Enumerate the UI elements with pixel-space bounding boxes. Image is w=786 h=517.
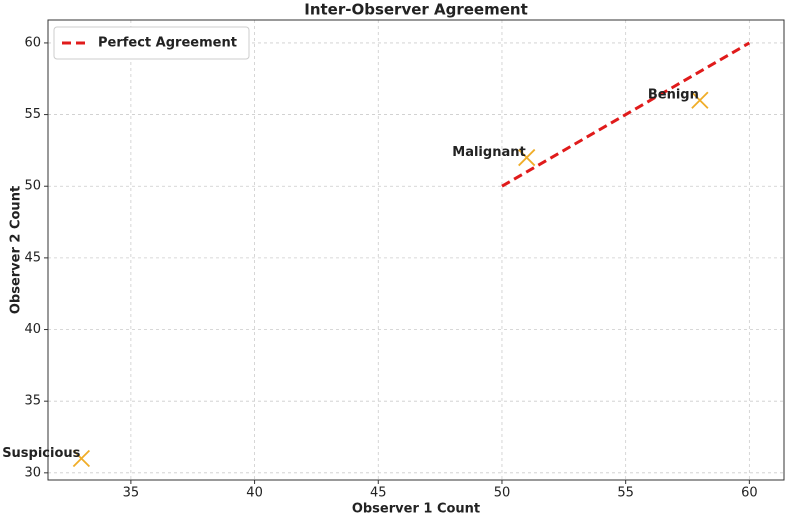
y-tick-label: 60: [24, 35, 41, 50]
point-label: Benign: [648, 88, 699, 103]
x-tick-label: 40: [246, 486, 263, 501]
y-tick-label: 45: [24, 250, 41, 265]
point: [518, 148, 536, 167]
x-axis-label: Observer 1 Count: [352, 502, 480, 517]
legend-label: Perfect Agreement: [98, 36, 237, 51]
reference-line: [501, 41, 751, 188]
x-tick-label: 50: [494, 486, 511, 501]
x-tick-label: 45: [370, 486, 387, 501]
x-tick-label: 60: [741, 486, 758, 501]
plot-frame: [47, 19, 785, 481]
y-tick-label: 35: [24, 394, 41, 409]
point: [691, 91, 709, 109]
y-tick-label: 30: [24, 465, 41, 480]
x-tick-label: 55: [617, 486, 634, 501]
x-tick-label: 35: [123, 486, 140, 501]
y-tick-label: 40: [24, 322, 41, 337]
y-axis-label: Observer 2 Count: [9, 186, 24, 314]
point-label: Malignant: [452, 145, 525, 160]
y-tick-label: 55: [24, 107, 41, 122]
legend-box: [53, 26, 250, 60]
point: [72, 449, 91, 468]
y-tick-label: 50: [24, 179, 41, 194]
point-label: Suspicious: [2, 446, 80, 461]
chart-title: Inter-Observer Agreement: [304, 1, 528, 19]
